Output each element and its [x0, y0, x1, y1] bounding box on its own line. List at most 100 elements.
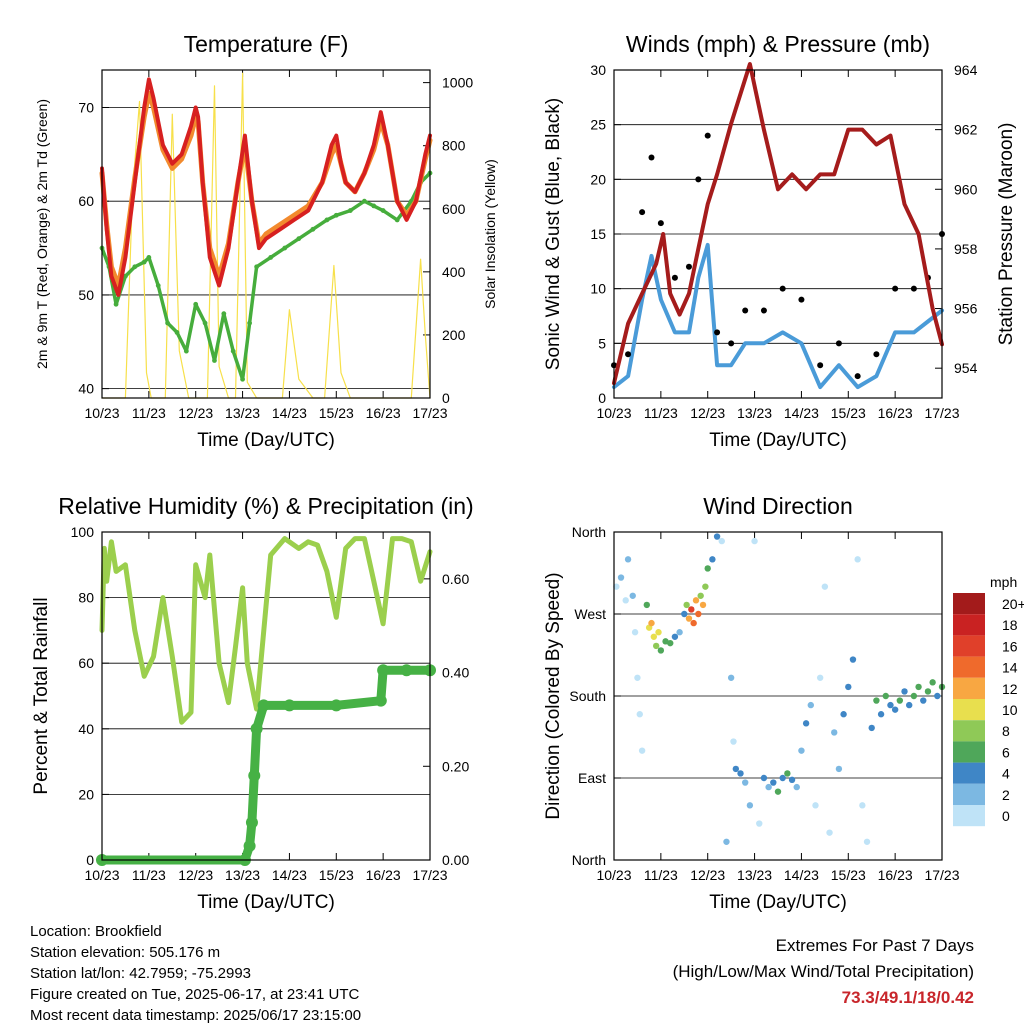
x-tick-label: 10/23 [84, 867, 119, 883]
x-tick-label: 12/23 [178, 867, 213, 883]
direction-point [891, 706, 899, 713]
direction-point [643, 601, 650, 609]
direction-point [924, 688, 932, 695]
direction-point [742, 779, 749, 786]
x-tick-label: 12/23 [178, 405, 213, 421]
precipitation-point [243, 839, 256, 852]
direction-point [650, 633, 658, 640]
y-tick-label: 100 [71, 524, 95, 540]
wind-gust-point [728, 340, 735, 347]
direction-point [849, 656, 857, 663]
temperature-9m-line [99, 90, 433, 288]
wind-gust-point [817, 362, 824, 369]
legend-label: 6 [1002, 744, 1010, 760]
precipitation-point [257, 699, 270, 712]
y2-tick-label: 964 [954, 62, 978, 78]
speed-legend: mph 20+ 18 16 14 12 10 8 6 4 2 0 [953, 574, 1024, 827]
dewpoint-point [240, 376, 245, 382]
direction-point [774, 788, 782, 795]
x-tick-label: 14/23 [272, 867, 307, 883]
dewpoint-point [132, 264, 138, 270]
direction-point [887, 701, 894, 709]
precipitation-point [377, 664, 390, 677]
legend-label: 14 [1002, 660, 1018, 676]
x-tick-label: 10/23 [84, 405, 119, 421]
winds-pressure-panel: 0 5 10 15 20 25 30 954 956 958 960 962 964 10/23 11/23… [543, 31, 1017, 451]
extremes-subtitle: (High/Low/Max Wind/Total Precipitation) [672, 962, 974, 981]
y2-tick-label: 0 [442, 390, 450, 406]
direction-point [751, 537, 758, 545]
y-tick-label: 40 [78, 381, 94, 397]
direction-point [770, 779, 777, 786]
x-tick-label: 12/23 [690, 405, 725, 421]
x-tick-label: 11/23 [644, 405, 678, 421]
y2-tick-label: 958 [954, 241, 978, 257]
y2-tick-label: 0.20 [442, 758, 469, 774]
y2-tick-label: 0.60 [442, 571, 469, 587]
direction-point [802, 720, 810, 727]
legend-label: 2 [1002, 787, 1010, 803]
y-tick-label: 20 [78, 786, 94, 802]
direction-point [756, 820, 763, 827]
direction-point [732, 765, 740, 773]
y-tick-label: 60 [78, 193, 94, 209]
x-tick-label: 14/23 [272, 405, 307, 421]
station-info: Location: Brookfield Station elevation: … [30, 921, 361, 1026]
wind-gust-point [704, 132, 711, 139]
direction-point [807, 701, 814, 709]
y2-tick-label: 956 [954, 301, 978, 317]
direction-point [634, 674, 641, 681]
x-tick-label: 11/23 [644, 867, 678, 883]
direction-point [676, 629, 683, 636]
dewpoint-point [123, 273, 128, 279]
y-tick-label: 15 [590, 226, 606, 242]
y2-tick-label: 0.40 [442, 665, 469, 681]
direction-point [882, 692, 889, 700]
latest-timestamp-text: Most recent data timestamp: 2025/06/17 2… [30, 1007, 362, 1024]
panel-title: Relative Humidity (%) & Precipitation (i… [58, 493, 473, 519]
direction-point [699, 601, 707, 609]
x-tick-label: 16/23 [878, 867, 913, 883]
dewpoint-point [310, 226, 316, 232]
dewpoint-point [247, 320, 253, 326]
created-text: Figure created on Tue, 2025-06-17, at 23… [30, 986, 360, 1003]
x-tick-label: 10/23 [596, 867, 631, 883]
x-tick-label: 14/23 [784, 867, 819, 883]
plot-frame [101, 531, 431, 861]
dewpoint-point [282, 245, 288, 251]
direction-point [793, 783, 800, 791]
y-tick-label: 50 [78, 287, 94, 303]
precipitation-point [330, 699, 343, 712]
y-tick-label: 10 [590, 281, 606, 297]
y-tick-label: East [578, 770, 606, 786]
relative-humidity-line [99, 536, 433, 725]
direction-point [934, 692, 941, 700]
dewpoint-point [324, 217, 330, 223]
y-tick-label: 25 [590, 117, 606, 133]
wind-gust-point [671, 274, 678, 281]
y2-axis-label: Station Pressure (Maroon) [996, 123, 1017, 346]
x-axis-label: Time (Day/UTC) [709, 430, 847, 451]
x-axis-label: Time (Day/UTC) [197, 430, 335, 451]
dewpoint-point [254, 264, 260, 270]
dewpoint-point [174, 330, 180, 335]
direction-point [624, 556, 632, 563]
direction-point [835, 765, 843, 773]
y2-tick-label: 1000 [442, 75, 473, 91]
extremes-box: Extremes For Past 7 Days (High/Low/Max W… [673, 933, 974, 1011]
dewpoint-point [165, 320, 171, 326]
dewpoint-point [202, 320, 208, 326]
legend-label: 0 [1002, 808, 1010, 824]
wind-gust-point [714, 329, 721, 336]
dewpoint-point [212, 358, 217, 363]
direction-point [727, 674, 735, 681]
direction-point [636, 711, 643, 718]
dewpoint-point [296, 236, 302, 242]
x-tick-label: 15/23 [831, 867, 866, 883]
y2-tick-label: 0.00 [442, 852, 469, 868]
wind-gust-point [873, 351, 880, 358]
wind-gust-point [854, 373, 861, 380]
direction-point [845, 683, 852, 691]
y2-tick-label: 960 [954, 181, 978, 197]
